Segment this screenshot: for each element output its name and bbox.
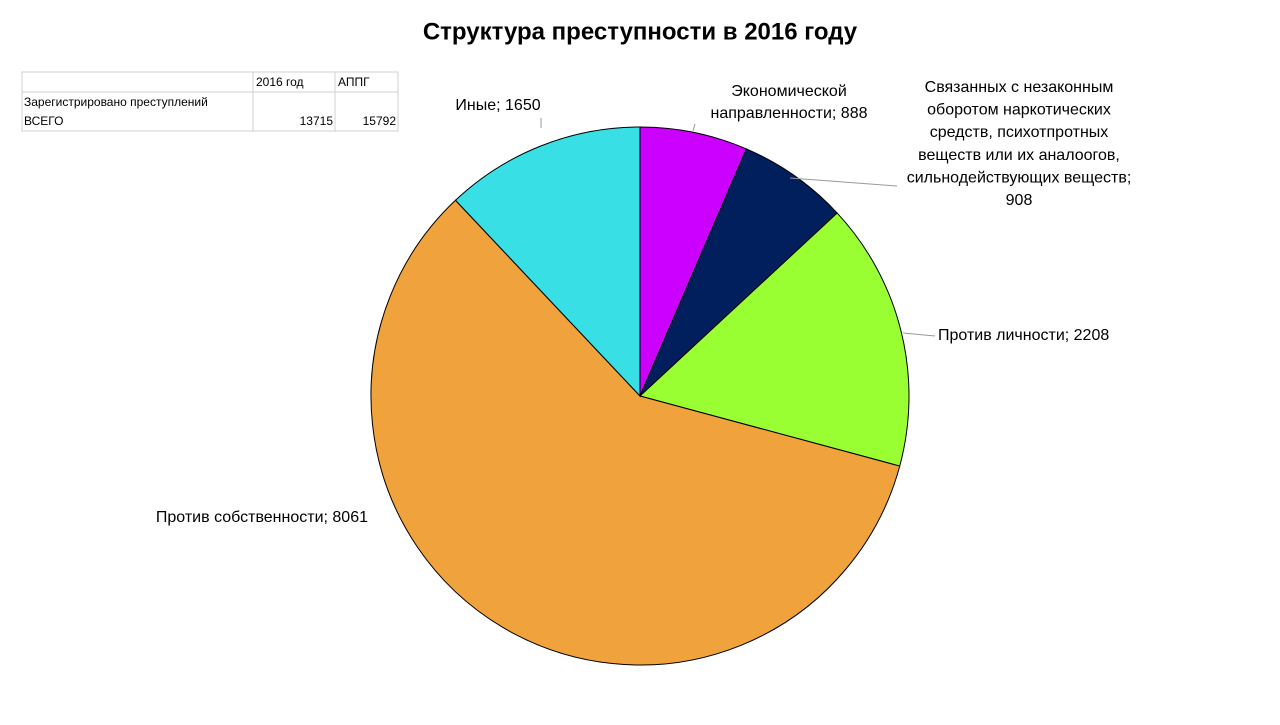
pie-slice bbox=[454, 126, 641, 398]
pie-slice bbox=[638, 212, 910, 467]
summary-table: 2016 год АППГ Зарегистрировано преступле… bbox=[21, 71, 399, 132]
leader-line bbox=[789, 177, 898, 187]
table-border bbox=[21, 71, 399, 132]
data-label: Иные; 1650 bbox=[455, 97, 540, 114]
pie-slice bbox=[639, 148, 838, 397]
data-label: Связанных с незаконным оборотом наркотиче… bbox=[907, 79, 1132, 209]
table-cell: 13715 bbox=[300, 114, 334, 128]
pie-slice bbox=[639, 126, 748, 397]
data-label: Против личности; 2208 bbox=[938, 327, 1109, 344]
table-cell: 15792 bbox=[363, 114, 397, 128]
table-header: 2016 год bbox=[256, 75, 304, 89]
chart-title: Структура преступности в 2016 году bbox=[423, 18, 858, 45]
table-header: АППГ bbox=[338, 75, 370, 89]
table-row-label: Зарегистрировано преступлений ВСЕГО bbox=[24, 95, 208, 128]
data-label: Против собственности; 8061 bbox=[156, 509, 368, 526]
leader-line bbox=[902, 332, 936, 337]
pie-slice bbox=[370, 199, 901, 666]
data-label: Экономической направленности; 888 bbox=[711, 83, 868, 122]
leader-line bbox=[692, 123, 696, 132]
